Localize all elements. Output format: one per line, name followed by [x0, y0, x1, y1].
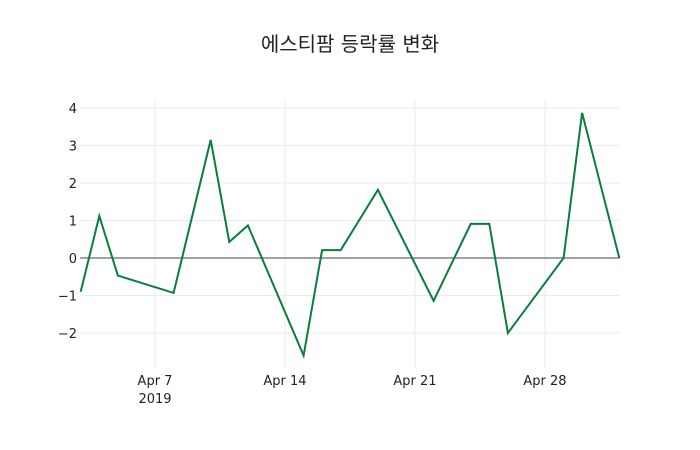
y-tick-label: 1 [69, 215, 77, 230]
y-axis: 4 3 2 1 0 −1 −2 [58, 102, 77, 342]
grid-lines [80, 100, 620, 368]
x-tick-year-label: 2019 [138, 392, 171, 407]
y-tick-label: −2 [58, 327, 77, 342]
x-tick-label: Apr 21 [393, 374, 436, 389]
y-tick-label: 0 [69, 252, 77, 267]
y-tick-label: 4 [69, 102, 77, 117]
chart-title: 에스티팜 등락률 변화 [260, 32, 440, 56]
y-tick-label: −1 [58, 290, 77, 305]
y-tick-label: 2 [69, 177, 77, 192]
x-tick-label: Apr 7 [138, 374, 173, 389]
series-line [79, 112, 621, 359]
y-tick-label: 3 [69, 140, 77, 155]
x-tick-label: Apr 28 [523, 374, 566, 389]
x-tick-label: Apr 14 [263, 374, 306, 389]
x-axis: Apr 7 2019 Apr 14 Apr 21 Apr 28 [138, 374, 567, 407]
